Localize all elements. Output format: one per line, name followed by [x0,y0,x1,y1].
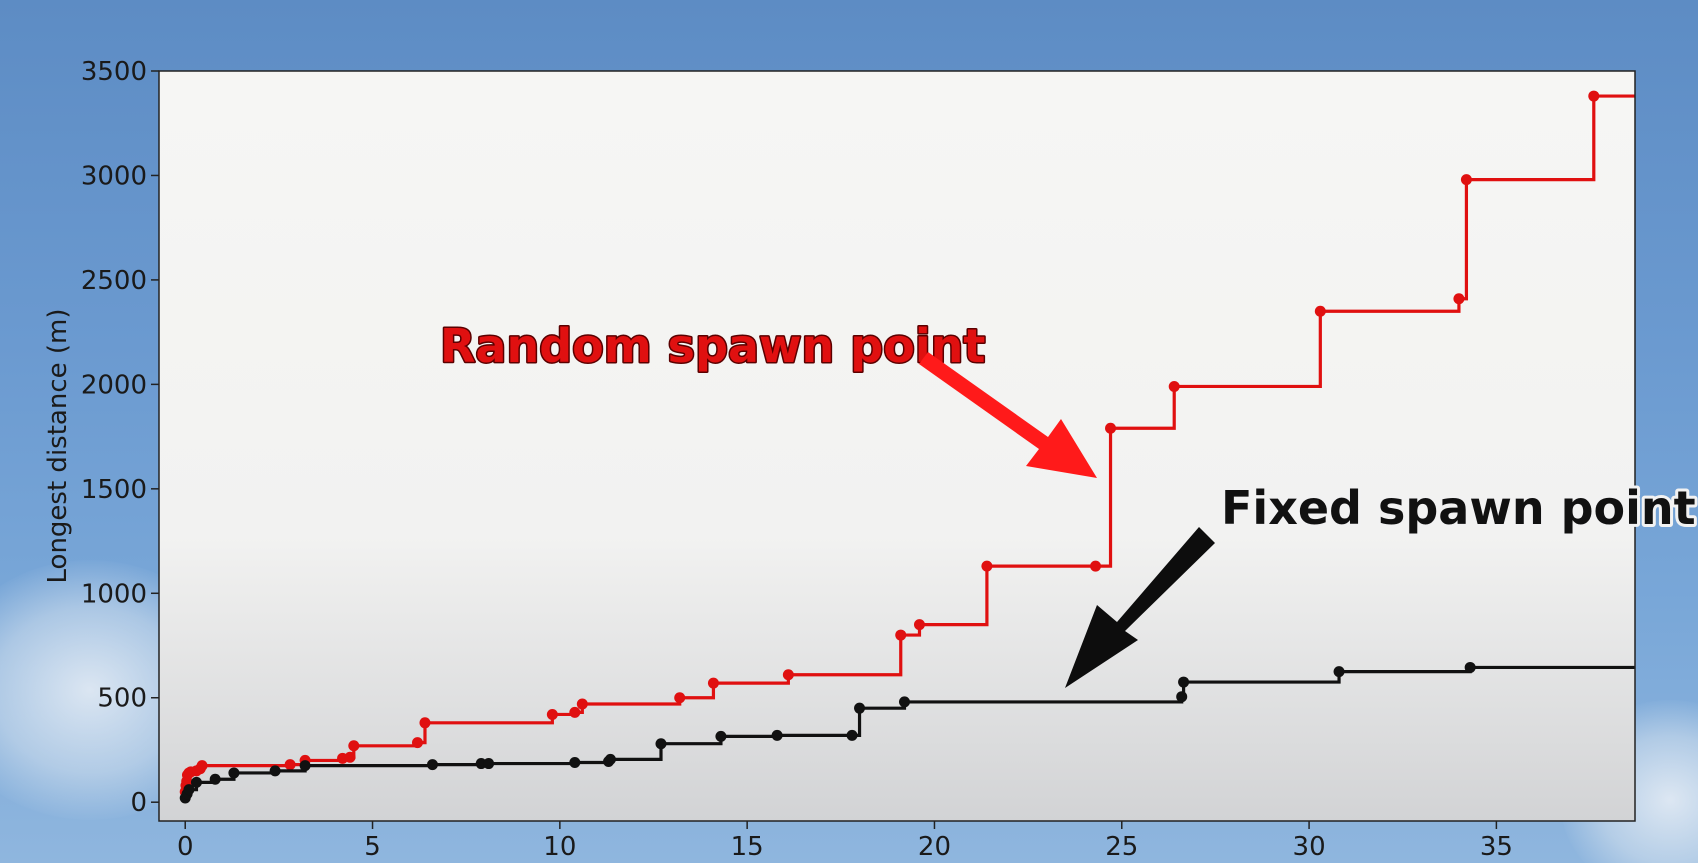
data-point [483,758,495,770]
data-point [1460,174,1472,186]
x-tick-label: 0 [177,832,194,862]
data-point [1588,90,1600,102]
data-point [771,729,783,741]
y-tick-label: 1500 [81,475,147,505]
data-point [569,757,581,769]
x-tick-label: 5 [364,832,381,862]
y-tick-label: 0 [130,788,147,818]
data-point [782,669,794,681]
data-point [284,759,296,771]
plot-frame [158,70,1636,822]
data-point [846,729,858,741]
data-point [707,677,719,689]
data-point [1176,691,1188,703]
data-point [344,751,356,763]
y-tick-label: 3000 [81,161,147,191]
data-point [715,730,727,742]
data-point [1168,380,1180,392]
data-point [269,765,281,777]
y-tick-label: 3500 [81,57,147,87]
x-tick-label: 20 [918,832,951,862]
data-point [854,702,866,714]
series-fixed-spawn [179,661,1635,804]
series-layer [179,90,1635,804]
data-point [183,784,195,796]
data-point [411,737,423,749]
data-point [1105,422,1117,434]
data-point [569,706,581,718]
black-arrow-icon [1065,527,1215,688]
x-tick-label: 25 [1105,832,1138,862]
data-point [1453,293,1465,305]
data-point [898,696,910,708]
y-tick-label: 2000 [81,370,147,400]
y-axis-label: Longest distance (m) [43,309,73,584]
data-point [1464,661,1476,673]
annotation-random-spawn: Random spawn point [440,319,985,373]
data-point [674,692,686,704]
data-point [981,560,993,572]
data-point [895,629,907,641]
data-point [419,717,431,729]
data-point [1178,676,1190,688]
data-point [426,759,438,771]
annotation-fixed-spawn: Fixed spawn point [1221,481,1696,535]
y-tick-label: 1000 [81,579,147,609]
x-tick-label: 10 [543,832,576,862]
x-tick-label: 30 [1293,832,1326,862]
data-point [196,760,208,772]
data-point [299,760,311,772]
x-tick-label: 15 [731,832,764,862]
data-point [655,738,667,750]
data-point [576,698,588,710]
axes-layer: 0 5 10 15 20 25 30 35 0 500 1000 1500 2000 2500 3000 35… [81,57,1513,862]
x-tick-label: 35 [1480,832,1513,862]
data-point [604,753,616,765]
plot-area [159,71,1635,821]
data-point [1090,560,1102,572]
data-point [546,708,558,720]
y-tick-label: 500 [97,684,147,714]
data-point [190,776,202,788]
data-point [913,619,925,631]
data-point [1314,305,1326,317]
red-arrow-icon [919,352,1097,478]
data-point [209,773,221,785]
y-tick-label: 2500 [81,266,147,296]
data-point [228,767,240,779]
data-point [348,740,360,752]
data-point [1333,666,1345,678]
